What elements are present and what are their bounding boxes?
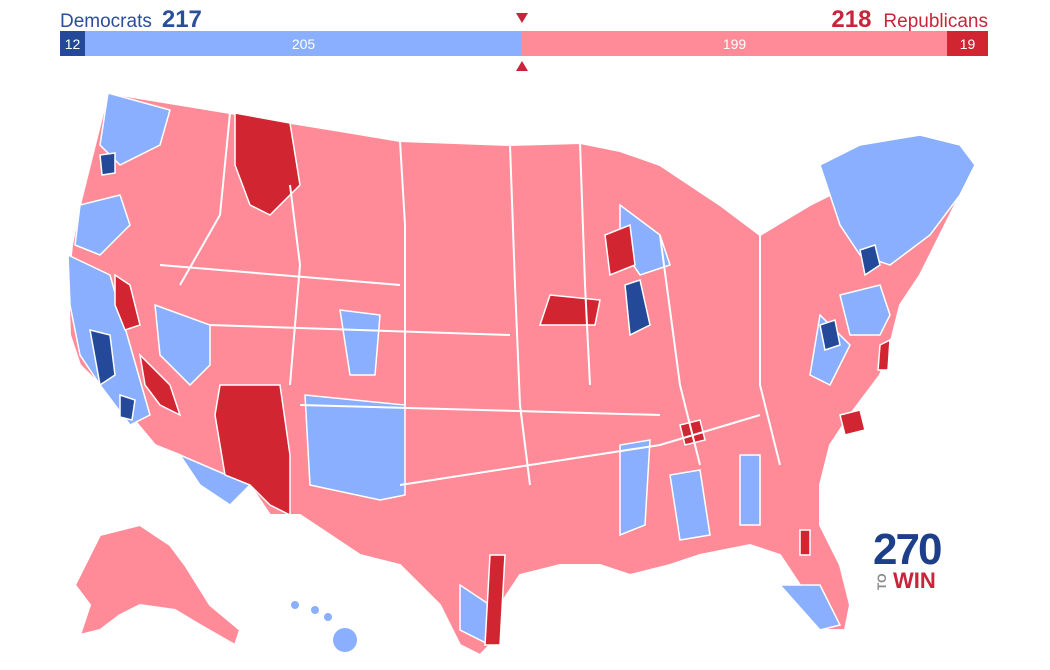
header: Democrats 217 218 Republicans	[60, 4, 988, 33]
safe-republican-segment[interactable]: 19	[947, 31, 988, 56]
lean-republican-segment[interactable]: 199	[522, 31, 947, 56]
hawaii-shape[interactable]	[291, 601, 357, 652]
seat-count-bar: 12 205 199 19	[60, 31, 988, 56]
alaska-shape[interactable]	[73, 523, 242, 647]
logo-win: WIN	[893, 568, 936, 593]
safe-democrat-regions[interactable]	[89, 152, 881, 421]
democrats-label: Democrats	[60, 11, 152, 32]
lean-democrat-regions[interactable]	[67, 92, 976, 647]
logo-to: TO	[875, 573, 889, 590]
republicans-label: Republicans	[883, 11, 988, 32]
democrats-header: Democrats 217	[60, 6, 202, 34]
republicans-total: 218	[831, 6, 872, 33]
safe-democrat-segment[interactable]: 12	[60, 31, 85, 56]
us-congressional-map[interactable]	[60, 85, 990, 665]
state-borders	[159, 112, 781, 486]
logo-number: 270	[873, 525, 942, 574]
270towin-logo[interactable]: 270 TO WIN	[873, 528, 945, 592]
majority-marker-bottom-icon	[516, 61, 528, 71]
democrats-total: 217	[161, 6, 202, 33]
republicans-header: 218 Republicans	[831, 6, 988, 34]
majority-marker-top-icon	[516, 13, 528, 23]
lean-democrat-segment[interactable]: 205	[85, 31, 522, 56]
